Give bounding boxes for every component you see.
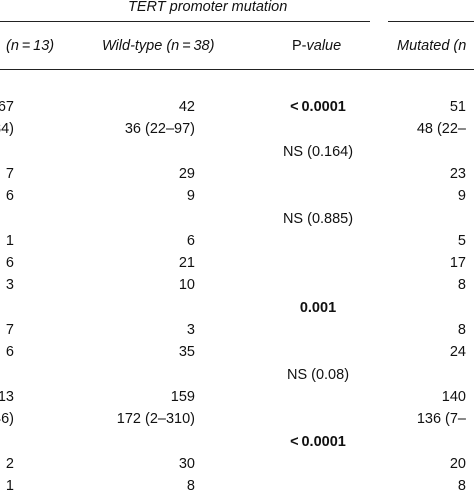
cell-mutated: 1 — [5, 233, 14, 249]
cell-mutated: –246) — [0, 411, 14, 427]
col-header-mutated: (n = 13) — [6, 38, 55, 54]
cell-p-value: NS (0.164) — [282, 144, 354, 160]
cell-wild-type: 36 (22–97) — [124, 121, 195, 137]
cell-wild-type: 30 — [178, 456, 195, 472]
cell-mutated: 67 — [0, 99, 14, 115]
cell-mutated-2: 23 — [449, 166, 466, 182]
cell-mutated-2: 48 (22– — [416, 121, 466, 137]
cell-mutated-2: 51 — [449, 99, 466, 115]
cell-wild-type: 10 — [178, 277, 195, 293]
cell-mutated: 6 — [5, 255, 14, 271]
cell-p-value: 0.001 — [299, 300, 337, 316]
cell-mutated: 6 — [5, 344, 14, 360]
cell-mutated: 6 — [5, 188, 14, 204]
cell-p-value: < 0.0001 — [290, 99, 346, 115]
col-header-mutated-2: Mutated (n — [397, 38, 467, 54]
cell-mutated: 9–84) — [0, 121, 14, 137]
cell-mutated-2: 140 — [441, 389, 466, 405]
cell-wild-type: 172 (2–310) — [116, 411, 195, 427]
cell-mutated-2: 20 — [449, 456, 466, 472]
cell-mutated: 3 — [5, 277, 14, 293]
cell-wild-type: 42 — [178, 99, 195, 115]
cell-p-value: < 0.0001 — [290, 434, 346, 450]
cell-mutated-2: 24 — [449, 344, 466, 360]
cell-wild-type: 6 — [186, 233, 195, 249]
cell-mutated-2: 5 — [457, 233, 466, 249]
cell-mutated: 7 — [5, 322, 14, 338]
cell-wild-type: 9 — [186, 188, 195, 204]
cell-mutated: 1 — [5, 478, 14, 494]
group-rule — [0, 21, 370, 22]
cell-wild-type: 21 — [178, 255, 195, 271]
p-prefix: P- — [292, 38, 307, 54]
cell-mutated-2: 9 — [457, 188, 466, 204]
cell-p-value: NS (0.08) — [286, 367, 350, 383]
col-header-p-value: P-value — [292, 38, 341, 54]
cell-wild-type: 8 — [186, 478, 195, 494]
cell-mutated: 7 — [5, 166, 14, 182]
cell-mutated-2: 8 — [457, 322, 466, 338]
cell-wild-type: 3 — [186, 322, 195, 338]
p-suffix: value — [306, 38, 342, 54]
cell-mutated-2: 8 — [457, 478, 466, 494]
group-title: TERT promoter mutation — [128, 0, 288, 15]
group-rule-right — [388, 21, 474, 22]
cell-wild-type: 29 — [178, 166, 195, 182]
cell-mutated-2: 17 — [449, 255, 466, 271]
cell-wild-type: 159 — [170, 389, 195, 405]
col-header-wild-type: Wild-type (n = 38) — [102, 38, 215, 54]
cell-mutated: 13 — [0, 389, 14, 405]
cell-mutated-2: 8 — [457, 277, 466, 293]
cell-mutated: 2 — [5, 456, 14, 472]
cell-p-value: NS (0.885) — [282, 211, 354, 227]
cell-mutated-2: 136 (7– — [416, 411, 466, 427]
cell-wild-type: 35 — [178, 344, 195, 360]
header-bottom-rule — [0, 69, 474, 70]
